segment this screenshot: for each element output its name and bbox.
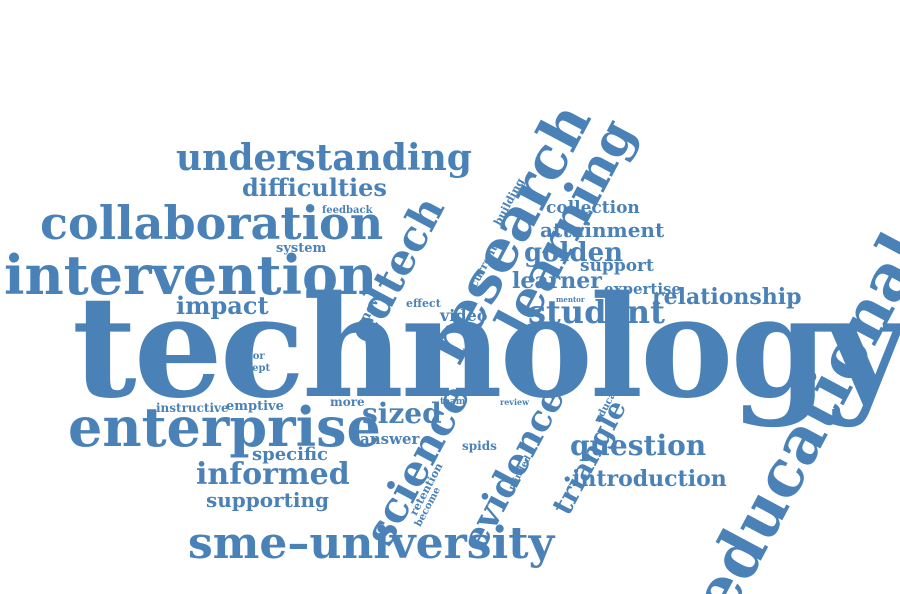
word-learner: learner xyxy=(512,268,602,294)
word-expertise: expertise xyxy=(604,280,682,298)
word-difficulties: difficulties xyxy=(242,173,387,202)
word-understanding: understanding xyxy=(176,137,472,179)
word-introduction: introduction xyxy=(572,466,727,492)
word-intervention: intervention xyxy=(4,243,378,307)
word-spids: spids xyxy=(462,439,497,453)
word-review: review xyxy=(500,397,529,407)
word-more: more xyxy=(330,395,365,409)
word-enterprise: enterprise xyxy=(68,395,381,459)
word-instructive: instructive xyxy=(156,401,229,415)
word-collection: collection xyxy=(546,198,640,218)
word-informed: informed xyxy=(196,457,350,492)
word-sme-university: sme–university xyxy=(188,518,555,569)
word-answer: answer xyxy=(360,430,420,448)
word-attainment: attainment xyxy=(540,218,665,242)
word-supporting: supporting xyxy=(206,488,330,512)
word-sector: sector xyxy=(230,351,265,362)
word-support: support xyxy=(580,256,654,276)
word-concept: concept xyxy=(226,363,271,374)
word-specific: specific xyxy=(252,444,329,465)
word-sized: sized xyxy=(362,397,442,430)
word-question: question xyxy=(570,429,707,462)
word-mentor: mentor xyxy=(556,295,585,304)
word-golden: golden xyxy=(524,238,624,268)
word-effect: effect xyxy=(406,297,441,310)
word-study: study xyxy=(448,347,470,356)
word-relationship: relationship xyxy=(652,284,802,310)
word-system: system xyxy=(276,241,327,256)
word-student: student xyxy=(528,293,665,331)
word-collaboration: collaboration xyxy=(40,196,384,250)
word-video: video xyxy=(440,306,488,325)
word-team: team xyxy=(440,397,466,407)
word-impact: impact xyxy=(176,291,269,320)
word-feedback: feedback xyxy=(322,205,373,216)
word-emptive: emptive xyxy=(226,399,284,414)
word-technology: technology xyxy=(72,266,900,430)
